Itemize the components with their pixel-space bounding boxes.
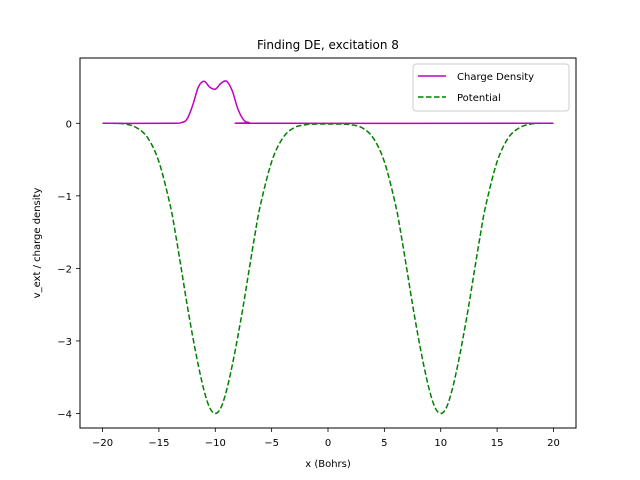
x-tick-label: 0 — [325, 438, 331, 449]
y-tick-label: −4 — [57, 409, 72, 420]
series-line-potential — [102, 122, 554, 415]
x-tick-label: −20 — [92, 438, 113, 449]
x-tick-label: −5 — [264, 438, 279, 449]
x-tick-label: 5 — [381, 438, 387, 449]
x-tick-label: −10 — [205, 438, 226, 449]
x-axis-title: x (Bohrs) — [305, 459, 351, 470]
legend: Charge Density Potential — [412, 63, 570, 112]
y-axis-title: v_ext / charge density — [32, 188, 43, 299]
x-tick-label: 20 — [547, 438, 560, 449]
y-tick-label: −2 — [57, 264, 72, 275]
legend-box — [412, 63, 570, 112]
legend-label-charge-density: Charge Density — [457, 72, 534, 83]
series-line-charge-density — [102, 80, 554, 125]
x-tick-label: 10 — [434, 438, 447, 449]
legend-label-potential: Potential — [457, 93, 501, 104]
y-tick-label: −3 — [57, 337, 72, 348]
y-axis: 0 −1 −2 −3 −4 — [57, 119, 80, 420]
y-tick-label: −1 — [57, 192, 72, 203]
chart-title: Finding DE, excitation 8 — [257, 38, 399, 52]
plot-lines — [102, 80, 554, 415]
x-tick-label: −15 — [148, 438, 169, 449]
x-tick-label: 15 — [491, 438, 504, 449]
x-axis: −20 −15 −10 −5 0 5 10 15 20 — [92, 428, 560, 449]
y-tick-label: 0 — [66, 119, 72, 130]
